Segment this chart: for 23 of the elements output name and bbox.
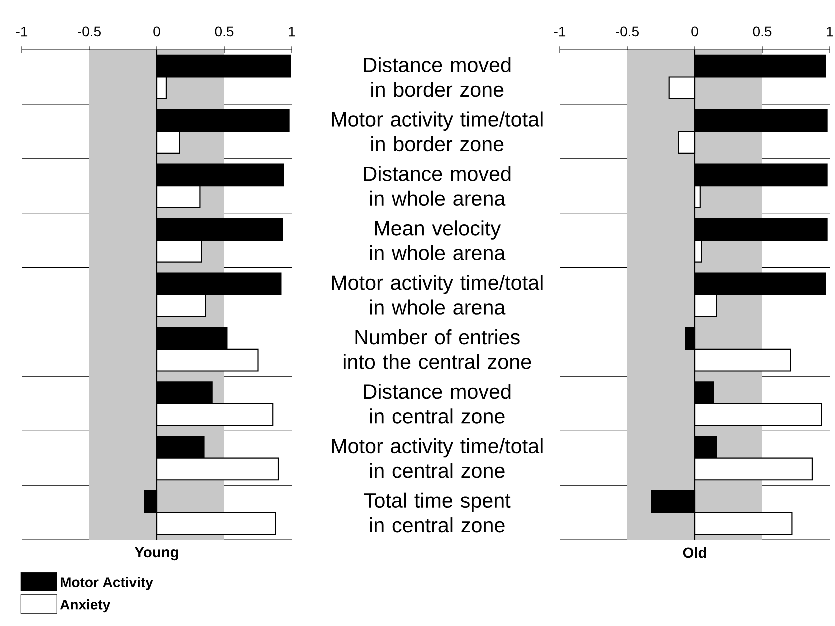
y-tick-label: Motor activity time/total in central zone [332,438,543,478]
x-tick-label: 0 [692,26,698,37]
x-axis-title: Young [134,547,178,561]
y-tick-label: Number of entries into the central zone [344,330,532,370]
x-tick-label: 0.5 [753,26,772,37]
x-tick-label: 1 [289,27,296,37]
y-tick-label: Total time spent in central zone [364,492,511,533]
y-tick-label: Mean velocity in whole arena [370,220,506,260]
x-tick-label: -1 [16,27,28,37]
x-tick-label: -0.5 [616,26,639,37]
x-tick-label: 0.5 [215,26,234,37]
x-tick-label: 1 [827,27,834,37]
x-tick-label: -1 [554,27,566,37]
x-tick-label: 0 [154,26,160,37]
x-axis-title: Old [683,547,706,558]
y-tick-label: Distance moved in central zone [364,384,511,424]
y-tick-label: Motor activity time/total in border zone [332,112,543,152]
legend-label: Motor Activity [61,577,154,590]
y-tick-label: Motor activity time/total in whole arena [332,275,543,315]
x-tick-label: -0.5 [78,26,101,37]
y-tick-label: Distance moved in border zone [364,57,511,98]
y-tick-label: Distance moved in whole arena [364,166,511,206]
legend-label: Anxiety [60,600,111,613]
